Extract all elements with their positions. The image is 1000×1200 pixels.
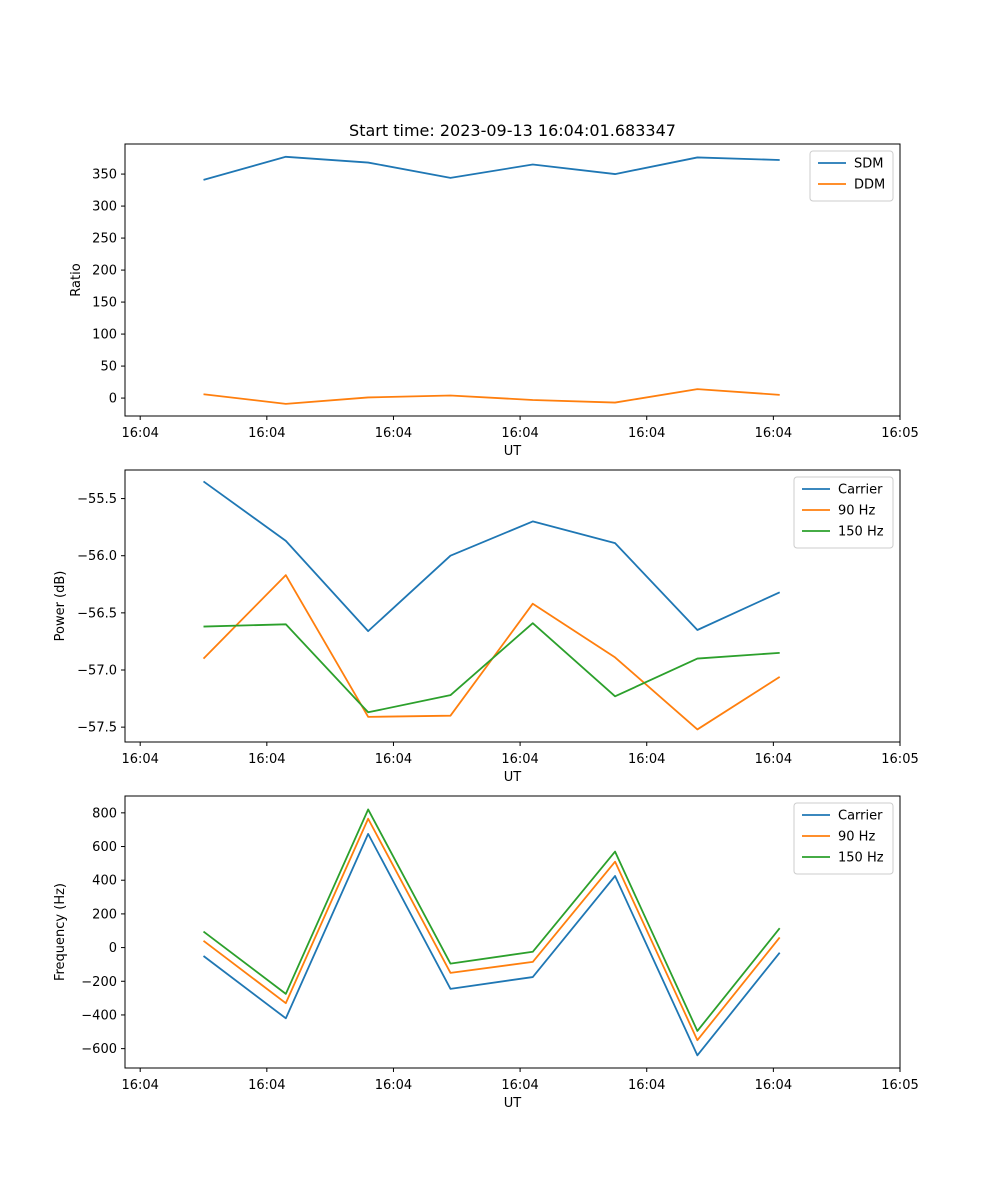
- ratio-x-tick-label: 16:04: [375, 426, 412, 441]
- ratio-legend: SDM DDM: [809, 150, 894, 202]
- power-legend-label: Carrier: [838, 483, 883, 498]
- power-y-axis-label: Power (dB): [53, 571, 68, 642]
- frequency-axes-frame: [124, 795, 901, 1069]
- frequency-series-carrier: [202, 832, 781, 1057]
- frequency-legend-label: Carrier: [838, 809, 883, 824]
- ratio-x-axis-label: UT: [504, 444, 522, 459]
- power-x-tick-label: 16:04: [628, 752, 665, 767]
- ratio-y-tick-label: 150: [92, 296, 117, 311]
- frequency-x-tick-label: 16:04: [121, 1078, 158, 1093]
- power-y-tick-label: −56.5: [77, 606, 117, 621]
- ratio-y-tick-label: 200: [92, 264, 117, 279]
- frequency-y-tick-label: −200: [81, 975, 117, 990]
- ratio-panel: 16:04 16:04 16:04 16:04 16:04 16:04 16:05 0 50 10…: [69, 121, 919, 459]
- ratio-axes-frame: [124, 143, 901, 417]
- ratio-x-tick-label: 16:04: [755, 426, 792, 441]
- ratio-y-tick-label: 50: [100, 360, 117, 375]
- power-x-tick-label: 16:04: [755, 752, 792, 767]
- power-y-tick-label: −57.5: [77, 721, 117, 736]
- ratio-y-axis-label: Ratio: [69, 263, 84, 296]
- frequency-y-tick-label: 200: [92, 907, 117, 922]
- power-x-tick-label: 16:05: [881, 752, 918, 767]
- frequency-y-tick-label: −600: [81, 1042, 117, 1057]
- power-y-tick-label: −57.0: [77, 664, 117, 679]
- frequency-y-tick-label: −400: [81, 1008, 117, 1023]
- frequency-panel: 16:04 16:04 16:04 16:04 16:04 16:04 16:05 −600 −…: [53, 795, 919, 1111]
- power-y-tick-label: −56.0: [77, 549, 117, 564]
- frequency-legend-label: 90 Hz: [838, 830, 875, 845]
- ratio-x-tick-label: 16:04: [501, 426, 538, 441]
- power-y-tick-label: −55.5: [77, 492, 117, 507]
- ratio-x-tick-label: 16:04: [248, 426, 285, 441]
- frequency-y-tick-label: 0: [109, 941, 117, 956]
- ratio-y-tick-label: 350: [92, 168, 117, 183]
- power-panel: 16:04 16:04 16:04 16:04 16:04 16:04 16:05 −57.5…: [53, 469, 919, 785]
- frequency-x-tick-label: 16:04: [628, 1078, 665, 1093]
- frequency-y-tick-label: 800: [92, 806, 117, 821]
- ratio-series-sdm: [203, 155, 780, 181]
- power-series-carrier: [202, 480, 781, 633]
- ratio-y-tick-label: 100: [92, 328, 117, 343]
- frequency-x-tick-label: 16:04: [501, 1078, 538, 1093]
- frequency-x-tick-label: 16:05: [881, 1078, 918, 1093]
- chart-title: Start time: 2023-09-13 16:04:01.683347: [349, 121, 676, 140]
- power-x-tick-label: 16:04: [375, 752, 412, 767]
- power-axes-frame: [124, 469, 901, 743]
- ratio-x-tick-label: 16:05: [881, 426, 918, 441]
- power-legend: Carrier 90 Hz 150 Hz: [793, 476, 894, 549]
- frequency-series-90-hz: [202, 817, 781, 1042]
- frequency-series-150-hz: [202, 808, 781, 1032]
- ratio-y-tick-label: 300: [92, 200, 117, 215]
- frequency-y-tick-label: 600: [92, 840, 117, 855]
- power-x-axis-label: UT: [504, 770, 522, 785]
- ratio-legend-label: SDM: [854, 157, 883, 172]
- power-x-tick-label: 16:04: [501, 752, 538, 767]
- frequency-y-tick-label: 400: [92, 874, 117, 889]
- frequency-x-tick-label: 16:04: [248, 1078, 285, 1093]
- frequency-x-tick-label: 16:04: [755, 1078, 792, 1093]
- power-legend-label: 90 Hz: [838, 504, 875, 519]
- frequency-x-axis-label: UT: [504, 1096, 522, 1111]
- power-series-150-hz: [203, 622, 780, 714]
- power-x-tick-label: 16:04: [121, 752, 158, 767]
- frequency-legend: Carrier 90 Hz 150 Hz: [793, 802, 894, 875]
- power-x-tick-label: 16:04: [248, 752, 285, 767]
- ratio-y-tick-label: 0: [109, 392, 117, 407]
- frequency-x-tick-label: 16:04: [375, 1078, 412, 1093]
- power-legend-label: 150 Hz: [838, 525, 884, 540]
- ratio-y-tick-label: 250: [92, 232, 117, 247]
- frequency-y-axis-label: Frequency (Hz): [53, 883, 68, 981]
- ratio-legend-label: DDM: [854, 178, 885, 193]
- ratio-x-tick-label: 16:04: [628, 426, 665, 441]
- ratio-series-ddm: [203, 388, 780, 405]
- frequency-legend-label: 150 Hz: [838, 851, 884, 866]
- ratio-x-tick-label: 16:04: [121, 426, 158, 441]
